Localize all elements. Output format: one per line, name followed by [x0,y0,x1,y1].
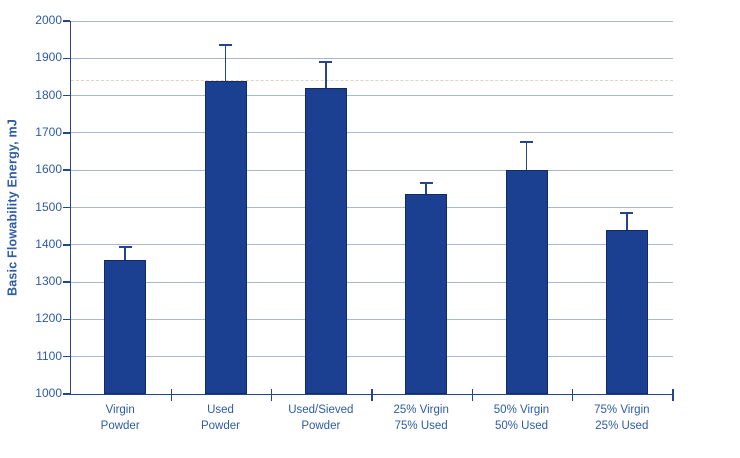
category-label: Virgin Powder [100,404,140,432]
x-tick [571,389,574,401]
y-tick-label: 1900 [35,50,62,65]
y-tick-label: 2000 [35,13,62,27]
gridline [71,169,673,171]
error-bar-whisker [325,62,327,89]
y-tick [62,393,70,395]
gridline [71,95,673,97]
x-tick [270,389,273,401]
category-label: 25% Virgin 75% Used [393,404,449,432]
y-tick-label: 1400 [35,236,62,251]
y-tick-label: 1800 [35,87,62,102]
y-tick [62,355,70,358]
error-bar-whisker [525,142,528,171]
error-bar-cap [319,61,333,64]
y-tick [62,206,70,209]
gridline [71,356,673,358]
error-bar-cap [219,44,232,47]
gridline [71,207,673,208]
gridline [71,132,673,134]
error-bar-whisker [425,183,427,195]
y-tick-label: 1200 [35,311,62,326]
x-tick [371,389,373,401]
y-tick [62,94,70,97]
gridline [71,20,673,22]
gridline [71,281,673,283]
y-tick [62,281,70,283]
gridline [71,318,673,320]
bar [405,194,448,394]
category-label: 50% Virgin 50% Used [493,404,550,432]
error-bar-cap [419,182,433,185]
y-tick [62,169,70,171]
x-tick [672,389,674,401]
y-tick [62,318,70,321]
error-bar-whisker [626,213,628,230]
category-label: 75% Virgin 25% Used [594,404,650,432]
x-tick [170,389,173,401]
y-tick [62,132,70,134]
bar [204,80,247,394]
error-bar-whisker [124,246,126,260]
y-tick-label: 1500 [35,199,62,214]
category-label: Used Powder [200,404,240,432]
gridline [71,57,673,59]
y-tick [62,244,70,246]
category-label: Used/Sieved Powder [288,404,354,432]
error-bar-cap [520,141,533,144]
error-bar-cap [118,245,132,248]
plot-area [62,20,674,401]
y-tick-label: 1100 [36,348,62,363]
y-tick [62,57,70,60]
bar [605,229,648,394]
y-tick-label: 1700 [35,124,62,139]
y-tick-label: 1000 [35,386,62,400]
error-bar-whisker [224,45,227,81]
x-tick [471,389,474,401]
error-bar-cap [620,212,634,215]
gridline [71,244,673,246]
bar [505,170,548,394]
y-tick-label: 1300 [35,274,62,289]
reference-line [71,80,673,82]
y-tick [62,20,70,22]
y-tick-label: 1600 [35,162,62,177]
bar [304,88,347,394]
bar [104,259,147,394]
